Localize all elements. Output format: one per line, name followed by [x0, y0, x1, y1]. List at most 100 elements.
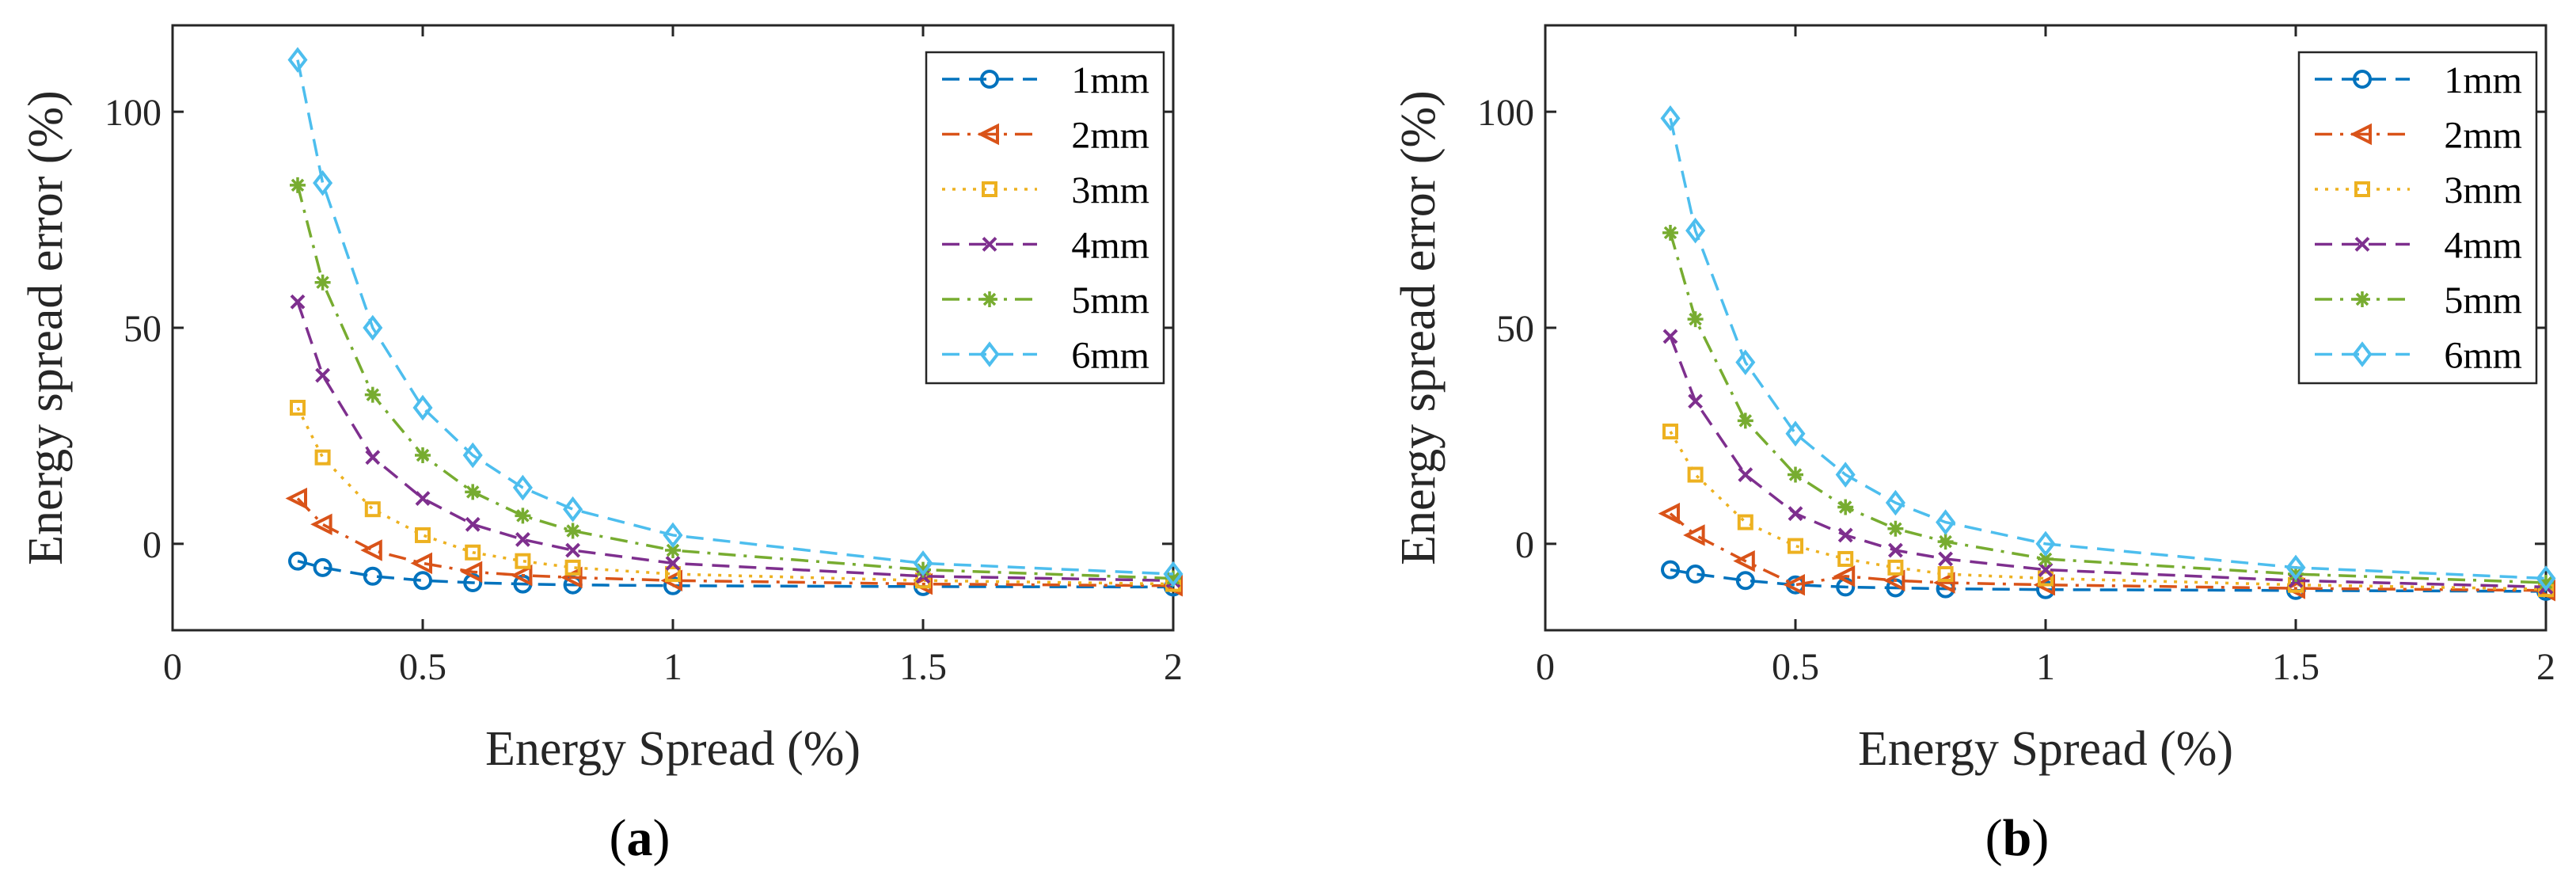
panel-a-data-point-2mm — [460, 561, 483, 584]
panel-b-series-5mm — [1662, 224, 2554, 591]
panel-a-data-point-1mm — [313, 557, 332, 577]
panel-b-data-point-4mm — [1688, 393, 1704, 409]
panel-a-legend-swatch-marker — [982, 291, 997, 307]
panel-a-data-point-4mm — [565, 542, 581, 558]
panel-a-legend-swatch-marker — [977, 123, 999, 146]
panel-b-data-point-6mm — [1936, 509, 1956, 535]
panel-b-data-point-1mm — [1661, 560, 1680, 580]
panel-b-data-point-4mm — [1938, 551, 1954, 567]
panel-b-data-point-2mm — [1933, 572, 1955, 594]
panel-a-data-point-4mm — [665, 555, 681, 571]
panel-b-data-point-2mm — [1733, 549, 1755, 572]
panel-b-data-point-4mm — [1837, 527, 1853, 543]
panel-a-series-line-2mm — [296, 497, 1174, 587]
panel-a-data-point-3mm — [465, 544, 481, 561]
panel-b-data-point-4mm — [1738, 467, 1753, 482]
panel-b-data-point-3mm — [1662, 423, 1678, 439]
panel-b-legend-swatch-marker — [2354, 237, 2370, 252]
panel-a-data-point-4mm — [465, 516, 481, 532]
panel-a-data-point-5mm — [1165, 570, 1181, 587]
panel-b-data-point-5mm — [1737, 412, 1753, 429]
panel-a-x-tick-label: 0 — [163, 646, 182, 688]
panel-a-data-point-4mm — [515, 531, 530, 547]
panel-a-data-point-6mm — [287, 47, 308, 73]
panel-b-data-point-1mm — [1685, 565, 1705, 584]
panel-b-data-point-3mm — [1837, 550, 1854, 567]
panel-a-legend-label: 5mm — [1071, 279, 1149, 321]
panel-a-x-tick-label: 2 — [1164, 646, 1183, 688]
panel-b-data-point-3mm — [1788, 538, 1803, 554]
panel-a-data-point-6mm — [313, 169, 333, 196]
panel-a-y-tick-label: 100 — [104, 92, 161, 134]
panel-a-legend-swatch-marker — [982, 237, 997, 252]
panel-a-data-point-2mm — [310, 513, 332, 536]
panel-a-data-point-3mm — [290, 399, 306, 416]
panel-a-series-line-1mm — [297, 559, 1174, 589]
panel-a-data-point-4mm — [315, 367, 331, 383]
panel-b-y-tick-label: 50 — [1496, 308, 1534, 350]
panel-b-data-point-2mm — [1658, 502, 1680, 525]
panel-b-series-line-1mm — [1670, 568, 2547, 593]
panel-a-legend-label: 4mm — [1071, 225, 1149, 267]
panel-a-y-axis-label: Energy spread error (%) — [19, 90, 73, 565]
panel-a-data-point-5mm — [564, 523, 581, 539]
panel-b-x-axis-label: Energy Spread (%) — [1858, 722, 2233, 776]
panel-b-data-point-5mm — [2538, 574, 2554, 591]
panel-b-legend-label: 2mm — [2444, 115, 2522, 157]
panel-a-x-axis-label: Energy Spread (%) — [485, 722, 861, 776]
panel-b-series-3mm — [1662, 423, 2554, 598]
panel-b-data-point-5mm — [1687, 311, 1704, 328]
panel-b-data-point-6mm — [2285, 554, 2306, 581]
panel-a-data-point-5mm — [665, 542, 681, 559]
panel-a-data-point-1mm — [363, 566, 382, 586]
panel-b-data-point-3mm — [1937, 566, 1954, 583]
panel-a-y-tick-label: 50 — [123, 308, 161, 350]
panel-a-data-point-3mm — [314, 449, 331, 466]
panel-a-legend-label: 1mm — [1071, 59, 1149, 101]
panel-a-data-point-4mm — [365, 450, 381, 466]
panel-b-data-point-2mm — [1883, 569, 1905, 591]
panel-a-series-5mm — [290, 177, 1181, 587]
panel-a-series-line-5mm — [296, 184, 1174, 580]
panel-a-data-point-3mm — [415, 527, 431, 543]
panel-b-data-point-5mm — [1887, 520, 1904, 537]
panel-a-data-point-5mm — [465, 484, 481, 500]
panel-b-data-point-6mm — [1785, 420, 1806, 447]
panel-a-data-point-3mm — [665, 566, 681, 583]
panel-a-data-point-4mm — [415, 491, 431, 506]
panel-b-y-tick-label: 100 — [1477, 92, 1534, 134]
panel-b-series-line-2mm — [1669, 512, 2547, 592]
panel-a-x-tick-label: 1.5 — [899, 646, 947, 688]
panel-b-x-tick-label: 0.5 — [1772, 646, 1819, 688]
panel-a-x-tick-label: 1 — [663, 646, 682, 688]
panel-b-data-point-6mm — [1735, 349, 1756, 375]
panel-a-legend-box — [925, 51, 1165, 385]
panel-b-data-point-5mm — [1937, 534, 1954, 550]
panel-b-data-point-4mm — [1662, 329, 1678, 344]
panel-a-data-point-5mm — [515, 508, 531, 524]
panel-a-data-point-4mm — [290, 294, 306, 310]
panel-b-data-point-6mm — [1885, 489, 1905, 516]
panel-b-data-point-2mm — [1783, 573, 1805, 596]
panel-a-legend-label: 2mm — [1071, 115, 1149, 157]
panel-b-data-point-3mm — [1687, 466, 1704, 483]
panel-b-x-tick-label: 2 — [2536, 646, 2555, 688]
panel-b-data-point-5mm — [1788, 466, 1803, 483]
panel-a-data-point-5mm — [415, 447, 431, 463]
panel-a-caption: (a) — [610, 809, 671, 867]
panel-b-legend-label: 4mm — [2444, 225, 2522, 267]
panel-a-series-line-4mm — [296, 301, 1174, 582]
panel-b-data-point-3mm — [1887, 559, 1904, 576]
panel-b-data-point-4mm — [1788, 506, 1803, 522]
panel-b-data-point-5mm — [1662, 224, 1678, 241]
panel-b-data-point-5mm — [2288, 566, 2304, 583]
panel-b-data-point-3mm — [2038, 570, 2054, 587]
panel-b-legend-label: 1mm — [2444, 59, 2522, 101]
panel-b-legend-swatch-marker — [2352, 341, 2373, 367]
panel-b-data-point-6mm — [1685, 217, 1706, 244]
panel-a-y-tick-label: 0 — [142, 524, 161, 566]
panel-a-data-point-5mm — [915, 561, 931, 578]
panel-a-legend-swatch-marker — [982, 181, 997, 197]
panel-a-data-point-6mm — [412, 394, 433, 421]
panel-b-data-point-5mm — [2038, 550, 2054, 567]
